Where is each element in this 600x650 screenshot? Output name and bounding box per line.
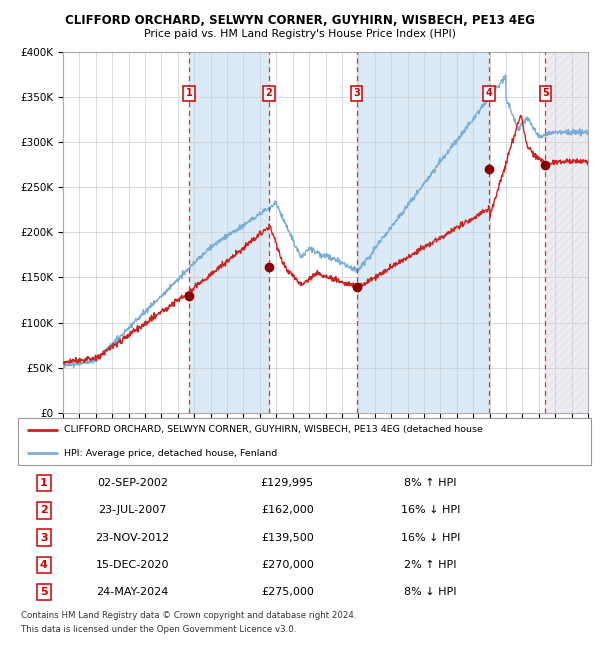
- Text: 16% ↓ HPI: 16% ↓ HPI: [401, 505, 460, 515]
- Text: 1: 1: [40, 478, 47, 488]
- FancyBboxPatch shape: [18, 418, 591, 465]
- Text: 15-DEC-2020: 15-DEC-2020: [96, 560, 169, 570]
- Text: 16% ↓ HPI: 16% ↓ HPI: [401, 532, 460, 543]
- Text: This data is licensed under the Open Government Licence v3.0.: This data is licensed under the Open Gov…: [21, 625, 296, 634]
- Text: 4: 4: [485, 88, 492, 99]
- Text: Contains HM Land Registry data © Crown copyright and database right 2024.: Contains HM Land Registry data © Crown c…: [21, 611, 356, 620]
- Text: 3: 3: [353, 88, 360, 99]
- Text: Price paid vs. HM Land Registry's House Price Index (HPI): Price paid vs. HM Land Registry's House …: [144, 29, 456, 39]
- Text: £162,000: £162,000: [261, 505, 314, 515]
- Text: 23-NOV-2012: 23-NOV-2012: [95, 532, 170, 543]
- Text: £275,000: £275,000: [261, 587, 314, 597]
- Text: 2: 2: [266, 88, 272, 99]
- Text: 2: 2: [40, 505, 47, 515]
- Text: £129,995: £129,995: [261, 478, 314, 488]
- Text: 5: 5: [542, 88, 549, 99]
- Text: 02-SEP-2002: 02-SEP-2002: [97, 478, 168, 488]
- Bar: [189, 52, 269, 413]
- Text: £139,500: £139,500: [261, 532, 314, 543]
- Text: 4: 4: [40, 560, 48, 570]
- Text: 8% ↑ HPI: 8% ↑ HPI: [404, 478, 457, 488]
- Text: 24-MAY-2024: 24-MAY-2024: [97, 587, 169, 597]
- Text: 5: 5: [40, 587, 47, 597]
- Text: 1: 1: [185, 88, 192, 99]
- Text: 8% ↓ HPI: 8% ↓ HPI: [404, 587, 457, 597]
- Text: 2% ↑ HPI: 2% ↑ HPI: [404, 560, 457, 570]
- Text: 23-JUL-2007: 23-JUL-2007: [98, 505, 167, 515]
- Text: HPI: Average price, detached house, Fenland: HPI: Average price, detached house, Fenl…: [64, 448, 277, 458]
- Text: CLIFFORD ORCHARD, SELWYN CORNER, GUYHIRN, WISBECH, PE13 4EG: CLIFFORD ORCHARD, SELWYN CORNER, GUYHIRN…: [65, 14, 535, 27]
- Bar: [356, 52, 489, 413]
- Bar: [545, 52, 588, 413]
- Text: £270,000: £270,000: [261, 560, 314, 570]
- Text: 3: 3: [40, 532, 47, 543]
- Text: CLIFFORD ORCHARD, SELWYN CORNER, GUYHIRN, WISBECH, PE13 4EG (detached house: CLIFFORD ORCHARD, SELWYN CORNER, GUYHIRN…: [64, 425, 483, 434]
